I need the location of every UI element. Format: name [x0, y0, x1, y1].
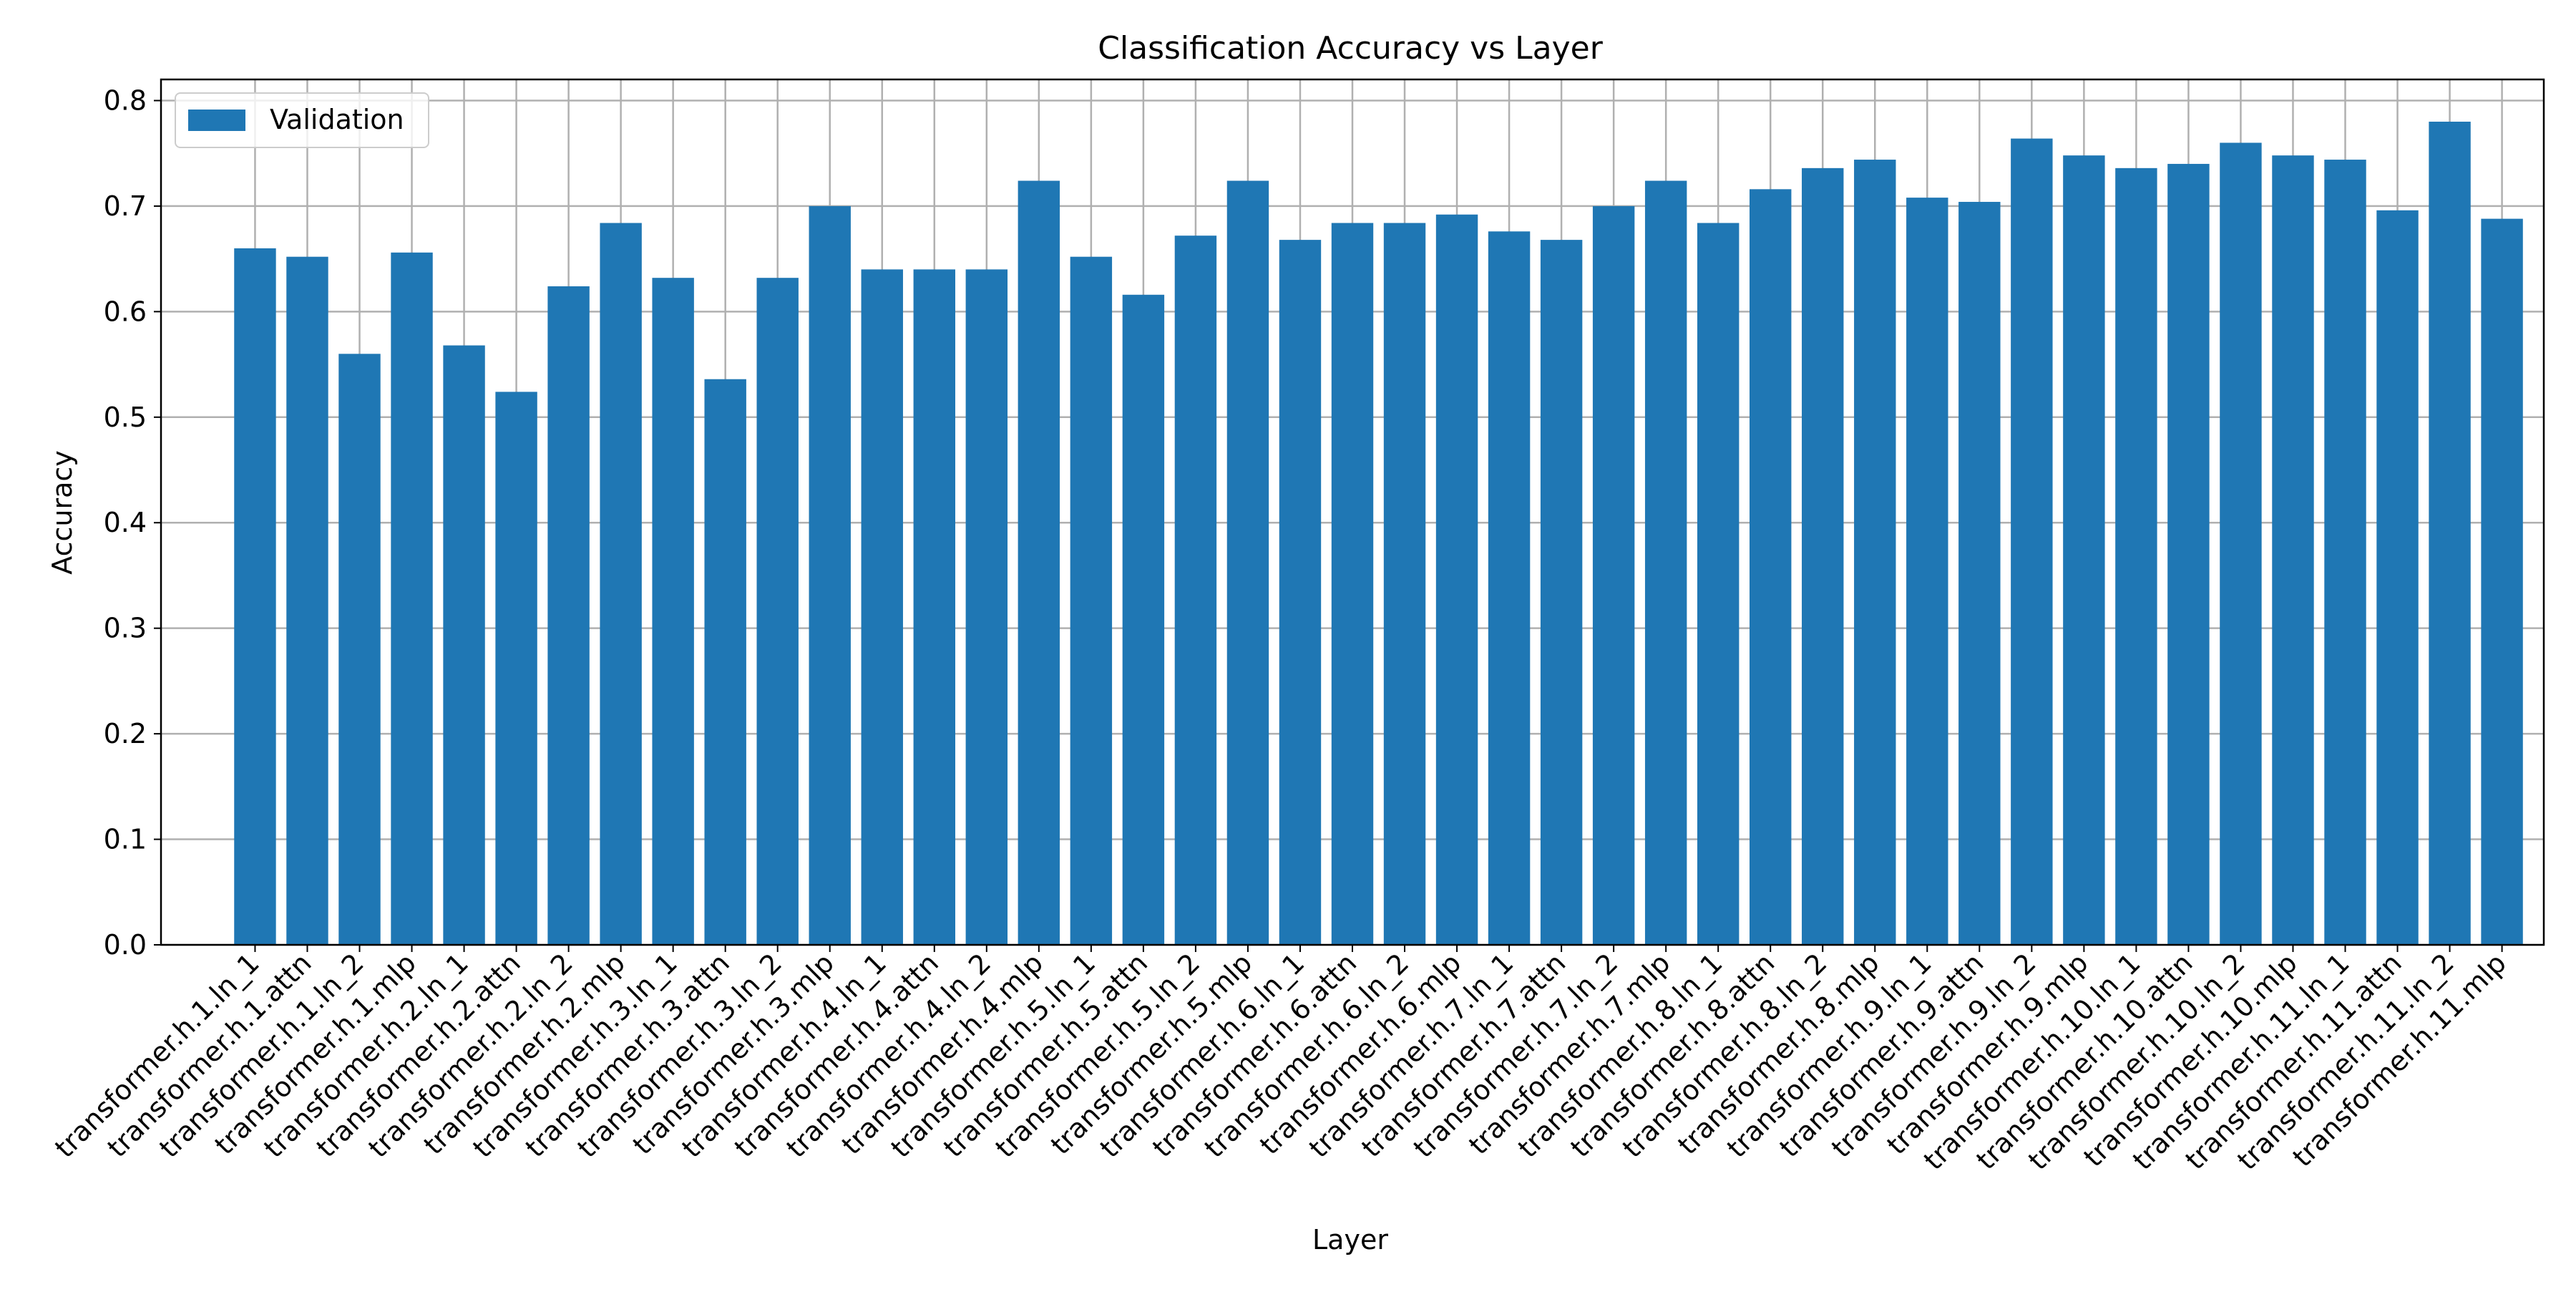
bar: [704, 379, 746, 945]
y-tick-label: 0.6: [104, 296, 147, 327]
bar: [2376, 210, 2419, 945]
bar: [652, 278, 694, 945]
bar: [495, 392, 537, 945]
bar: [2167, 163, 2210, 946]
bar: [286, 256, 328, 945]
bar: [2220, 142, 2262, 946]
bar: [1174, 235, 1217, 946]
bar: [1226, 180, 1269, 945]
bar: [2481, 218, 2523, 945]
chart-title: Classification Accuracy vs Layer: [1098, 30, 1604, 67]
bar: [1383, 223, 1426, 945]
bar: [338, 354, 381, 946]
y-tick-label: 0.5: [104, 402, 147, 433]
bar: [1592, 205, 1635, 946]
y-tick-label: 0.3: [104, 613, 147, 644]
bar: [443, 345, 485, 945]
bar: [1958, 202, 2001, 945]
bar: [1331, 223, 1374, 945]
legend-frame: [175, 92, 429, 148]
y-tick-label: 0.7: [104, 190, 147, 222]
legend-label: Validation: [270, 104, 404, 135]
bar: [234, 248, 276, 945]
legend: Validation: [175, 92, 429, 148]
bar: [547, 286, 590, 946]
y-axis-label: Accuracy: [47, 450, 78, 575]
x-axis-label: Layer: [1312, 1224, 1388, 1255]
bar: [861, 269, 903, 945]
y-ticks: 0.0 0.1 0.2 0.3 0.4 0.5 0.6 0.7 0.8: [104, 84, 161, 961]
bar: [2429, 121, 2471, 946]
bar: [756, 278, 799, 945]
bar: [913, 269, 955, 945]
bar: [1540, 240, 1583, 946]
bar: [1122, 294, 1165, 945]
y-tick-label: 0.1: [104, 824, 147, 855]
bar: [2115, 167, 2157, 946]
bar: [1802, 167, 1844, 946]
y-tick-label: 0.0: [104, 929, 147, 961]
bar: [1070, 256, 1113, 945]
y-tick-label: 0.2: [104, 718, 147, 749]
bar: [600, 223, 642, 945]
bar: [2324, 160, 2366, 945]
bar: [2011, 138, 2053, 945]
bar: [1018, 180, 1060, 945]
y-tick-label: 0.4: [104, 507, 147, 538]
bar: [1644, 180, 1687, 945]
bar: [1697, 223, 1740, 945]
bar: [1435, 214, 1478, 946]
bar: [391, 252, 433, 945]
bar: [1906, 198, 1948, 945]
bar: [1854, 160, 1896, 945]
legend-swatch: [188, 110, 245, 131]
bar: [1750, 189, 1792, 946]
bar: [1488, 231, 1531, 945]
bar: [965, 269, 1008, 945]
y-tick-label: 0.8: [104, 84, 147, 116]
bar: [2272, 155, 2314, 945]
bar: [1279, 240, 1322, 946]
bar: [2063, 155, 2105, 945]
bar: [809, 205, 851, 946]
bars: [234, 121, 2523, 946]
